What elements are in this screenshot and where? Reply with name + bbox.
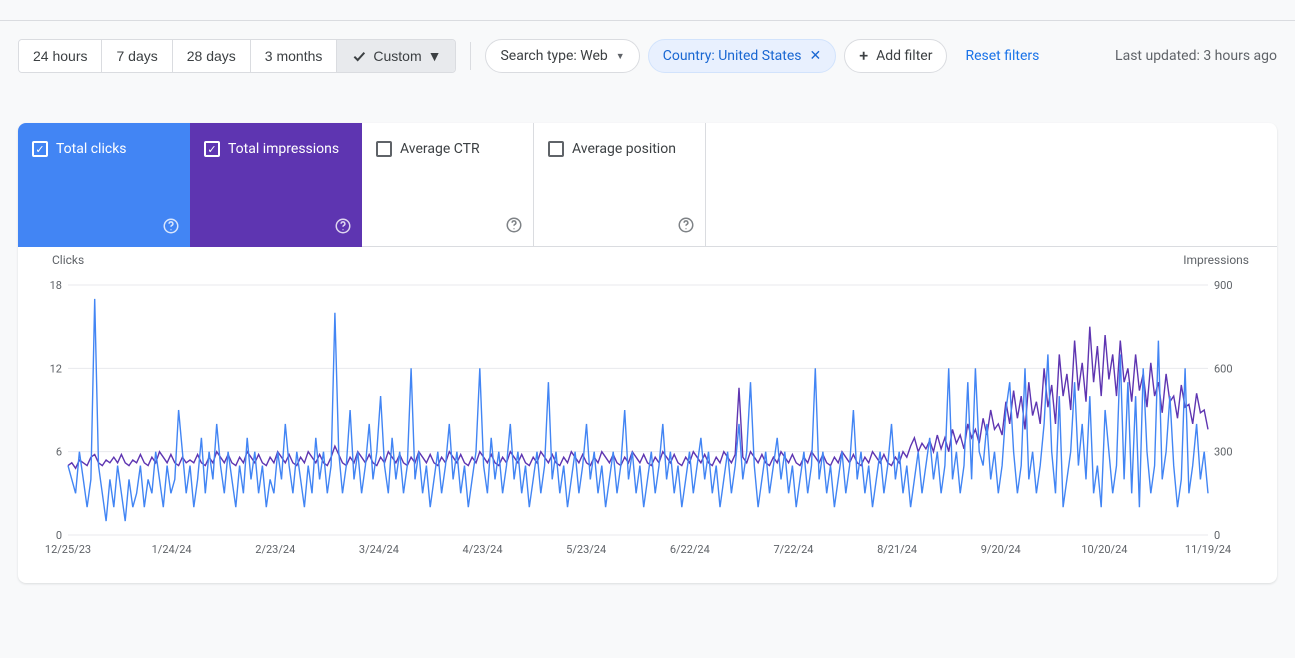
checkbox-icon — [548, 141, 564, 157]
country-filter-label: Country: United States — [663, 48, 802, 64]
check-icon — [351, 48, 367, 64]
help-icon[interactable] — [505, 216, 523, 238]
svg-text:900: 900 — [1214, 279, 1233, 292]
checkbox-icon — [204, 141, 220, 157]
checkbox-icon — [376, 141, 392, 157]
metric-label: Total impressions — [228, 141, 339, 157]
toolbar-divider — [470, 42, 471, 70]
date-range-group: 24 hours7 days28 days3 months Custom ▼ — [18, 39, 456, 73]
close-icon[interactable]: ✕ — [810, 48, 822, 64]
svg-text:7/22/24: 7/22/24 — [773, 543, 813, 556]
left-axis-title: Clicks — [52, 253, 84, 267]
svg-text:10/20/24: 10/20/24 — [1081, 543, 1127, 556]
svg-text:9/20/24: 9/20/24 — [981, 543, 1021, 556]
svg-text:5/23/24: 5/23/24 — [566, 543, 606, 556]
search-type-label: Search type: Web — [500, 48, 607, 64]
svg-text:6: 6 — [56, 446, 62, 459]
tab-average-position[interactable]: Average position — [534, 123, 706, 247]
svg-text:300: 300 — [1214, 446, 1233, 459]
performance-card: Total clicks Total impressions Average C… — [18, 123, 1277, 583]
tab-average-ctr[interactable]: Average CTR — [362, 123, 534, 247]
help-icon[interactable] — [334, 217, 352, 239]
dropdown-icon: ▼ — [428, 48, 442, 64]
custom-label: Custom — [373, 48, 421, 64]
add-filter-label: Add filter — [876, 48, 932, 64]
search-type-filter[interactable]: Search type: Web ▼ — [485, 39, 639, 73]
date-range-custom[interactable]: Custom ▼ — [337, 40, 455, 72]
tab-total-impressions[interactable]: Total impressions — [190, 123, 362, 247]
metric-tabs: Total clicks Total impressions Average C… — [18, 123, 1277, 247]
svg-text:2/23/24: 2/23/24 — [255, 543, 295, 556]
reset-filters-link[interactable]: Reset filters — [965, 48, 1039, 64]
metric-label: Average CTR — [400, 141, 480, 157]
svg-text:12/25/23: 12/25/23 — [45, 543, 91, 556]
date-range-option[interactable]: 28 days — [173, 40, 251, 72]
toolbar: 24 hours7 days28 days3 months Custom ▼ Sea… — [0, 21, 1295, 73]
date-range-option[interactable]: 3 months — [251, 40, 338, 72]
last-updated-text: Last updated: 3 hours ago — [1115, 48, 1277, 64]
help-icon[interactable] — [677, 216, 695, 238]
add-filter-button[interactable]: + Add filter — [844, 39, 947, 73]
country-filter-chip[interactable]: Country: United States ✕ — [648, 39, 837, 73]
svg-text:0: 0 — [56, 529, 62, 542]
plus-icon: + — [859, 48, 868, 64]
metric-tabs-filler — [706, 123, 1277, 247]
svg-text:600: 600 — [1214, 362, 1233, 375]
dropdown-icon: ▼ — [616, 51, 625, 62]
metric-label: Total clicks — [56, 141, 127, 157]
svg-text:11/19/24: 11/19/24 — [1185, 543, 1231, 556]
chart-container: Clicks Impressions 0 0 6 300 12 600 18 900 12/25… — [18, 247, 1277, 583]
svg-text:6/22/24: 6/22/24 — [670, 543, 710, 556]
checkbox-icon — [32, 141, 48, 157]
right-axis-title: Impressions — [1183, 253, 1249, 267]
svg-text:1/24/24: 1/24/24 — [152, 543, 192, 556]
date-range-option[interactable]: 7 days — [102, 40, 172, 72]
metric-label: Average position — [572, 141, 676, 157]
svg-text:8/21/24: 8/21/24 — [877, 543, 917, 556]
svg-text:3/24/24: 3/24/24 — [359, 543, 399, 556]
help-icon[interactable] — [162, 217, 180, 239]
svg-text:4/23/24: 4/23/24 — [463, 543, 503, 556]
svg-text:12: 12 — [50, 362, 62, 375]
svg-text:0: 0 — [1214, 529, 1220, 542]
date-range-option[interactable]: 24 hours — [19, 40, 102, 72]
tab-total-clicks[interactable]: Total clicks — [18, 123, 190, 247]
svg-text:18: 18 — [50, 279, 62, 292]
performance-chart: 0 0 6 300 12 600 18 900 12/25/23 1/24/24 2/23/24 3/… — [38, 275, 1238, 565]
